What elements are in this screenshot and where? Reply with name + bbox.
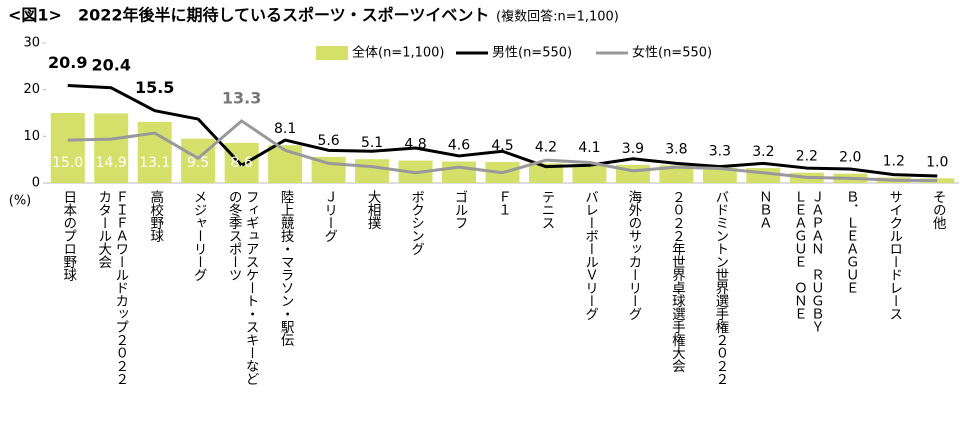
x-tick-label: メジャーリーグ [190,190,207,281]
x-tick-label: 高校野球 [147,190,164,242]
x-tick-label: ボクシング [408,190,425,255]
y-tick-label: 20 [23,82,40,97]
x-tick-label: 大相撲 [364,190,381,229]
bar-value-label: 2.0 [839,150,861,166]
bar [50,113,85,183]
bar-value-label: 4.2 [535,139,557,155]
bar-value-label: 3.9 [622,141,644,157]
x-tick-label: ＦＩＦＡワールドカップ２０２２ カタール大会 [95,190,129,385]
bar-value-label: 1.2 [883,153,905,169]
bar [442,161,477,183]
bar-value-label: 8.1 [274,121,296,137]
bar-value-label: 1.0 [926,154,948,170]
line-value-label: 15.5 [135,78,174,97]
bar-value-label: 3.2 [752,144,774,160]
x-tick-label: ゴルフ [451,190,468,229]
x-tick-label: バドミントン世界選手権２０２２ [712,190,729,385]
bar-value-label: 8.6 [231,155,253,171]
bar [224,142,259,183]
bar-value-label: 4.6 [448,138,470,154]
bar-value-label: 3.8 [665,141,687,157]
x-tick-label: サイクルロードレース [886,190,903,320]
x-tick-label: Ｆ１ [495,190,511,216]
x-tick-label: 海外のサッカーリーグ [625,190,642,320]
bar-value-label: 5.6 [317,133,339,149]
x-tick-label: バレーボールＶリーグ [581,190,598,320]
x-tick-label: 陸上競技・マラソン・駅伝 [277,190,294,346]
bar-value-label: 4.5 [491,138,513,154]
x-tick-label: その他 [929,190,946,229]
bar-value-label: 14.9 [96,155,127,171]
bar [94,113,129,183]
line-value-label: 20.9 [48,53,87,72]
bar [659,165,694,183]
y-axis-label: (%) [9,194,32,209]
x-tick-label: ＮＢＡ [755,190,772,229]
bar [702,167,737,183]
chart-subtitle: (複数回答:n=1,100) [496,9,619,25]
line [67,119,938,183]
legend-label: 全体(n=1,100) [352,45,445,61]
legend-label: 女性(n=550) [632,45,712,61]
line [67,83,938,178]
bar-value-label: 15.0 [52,155,83,171]
bar-value-label: 4.1 [578,140,600,156]
bar [137,121,172,183]
chart-title: <図1> 2022年後半に期待しているスポーツ・スポーツイベント [8,6,489,25]
bar [572,163,607,183]
bar-value-label: 2.2 [796,149,818,165]
bar [355,159,390,183]
legend-label: 男性(n=550) [492,46,572,61]
y-tick-label: 30 [23,36,40,51]
y-tick-label: 0 [32,176,40,191]
bar-value-label: 13.1 [139,155,170,171]
y-tick-label: 10 [23,129,40,144]
bar [528,163,563,183]
x-tick-label: テニス [538,190,555,229]
bar-value-label: 4.8 [404,137,426,153]
x-tick-label: Ｊリーグ [321,190,338,242]
x-tick-label: ＪＡＰＡＮ ＲＵＧＢＹ ＬＥＡＧＵＥ ＯＮＥ [790,190,824,333]
x-tick-label: Ｂ．ＬＥＡＧＵＥ [842,190,859,294]
bar-value-label: 5.1 [361,135,383,151]
x-tick-label: 日本のプロ野球 [60,190,77,281]
x-tick-label: フィギュアスケート・スキーなど の冬季スポーツ [225,190,259,385]
legend-swatch [316,46,348,60]
x-tick-label: ２０２２年世界卓球選手権大会 [668,190,685,372]
bar-value-label: 3.3 [709,144,731,160]
line-value-label: 13.3 [222,88,261,107]
line-value-label: 20.4 [91,55,130,74]
bar [181,138,216,183]
bar-value-label: 9.5 [187,155,209,171]
